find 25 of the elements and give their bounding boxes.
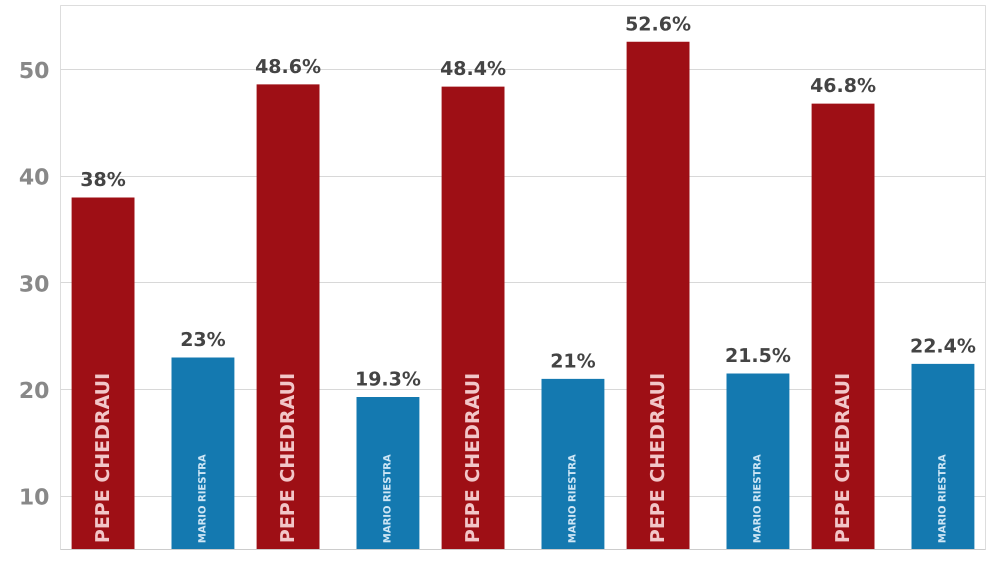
text: MARIO RIESTRA: [752, 454, 764, 544]
data-label: 23%: [180, 329, 226, 352]
data-label: 22.4%: [910, 336, 976, 358]
text: MARIO RIESTRA: [567, 454, 578, 544]
y-tick-label: 30: [18, 272, 50, 298]
data-label: 38%: [80, 169, 126, 192]
y-tick-label: 10: [18, 486, 50, 511]
data-label: 48.6%: [255, 56, 322, 78]
series-label: MARIO RIESTRA: [197, 454, 208, 544]
text: PEPE CHEDRAUI: [277, 372, 300, 544]
text: MARIO RIESTRA: [937, 454, 948, 544]
data-label: 21.5%: [724, 345, 791, 368]
y-tick-label: 50: [18, 59, 50, 84]
data-label: 48.4%: [440, 58, 506, 80]
data-label: 46.8%: [810, 75, 876, 98]
data-label: 52.6%: [625, 13, 692, 36]
text: PEPE CHEDRAUI: [647, 372, 670, 544]
data-label: 19.3%: [354, 368, 421, 391]
y-tick-label: 20: [18, 379, 50, 404]
text: PEPE CHEDRAUI: [462, 372, 484, 544]
text: MARIO RIESTRA: [382, 454, 394, 544]
series-label: PEPE CHEDRAUI: [92, 372, 114, 544]
data-label: 21%: [550, 350, 596, 372]
y-tick-label: 40: [18, 166, 50, 191]
text: PEPE CHEDRAUI: [832, 372, 854, 544]
